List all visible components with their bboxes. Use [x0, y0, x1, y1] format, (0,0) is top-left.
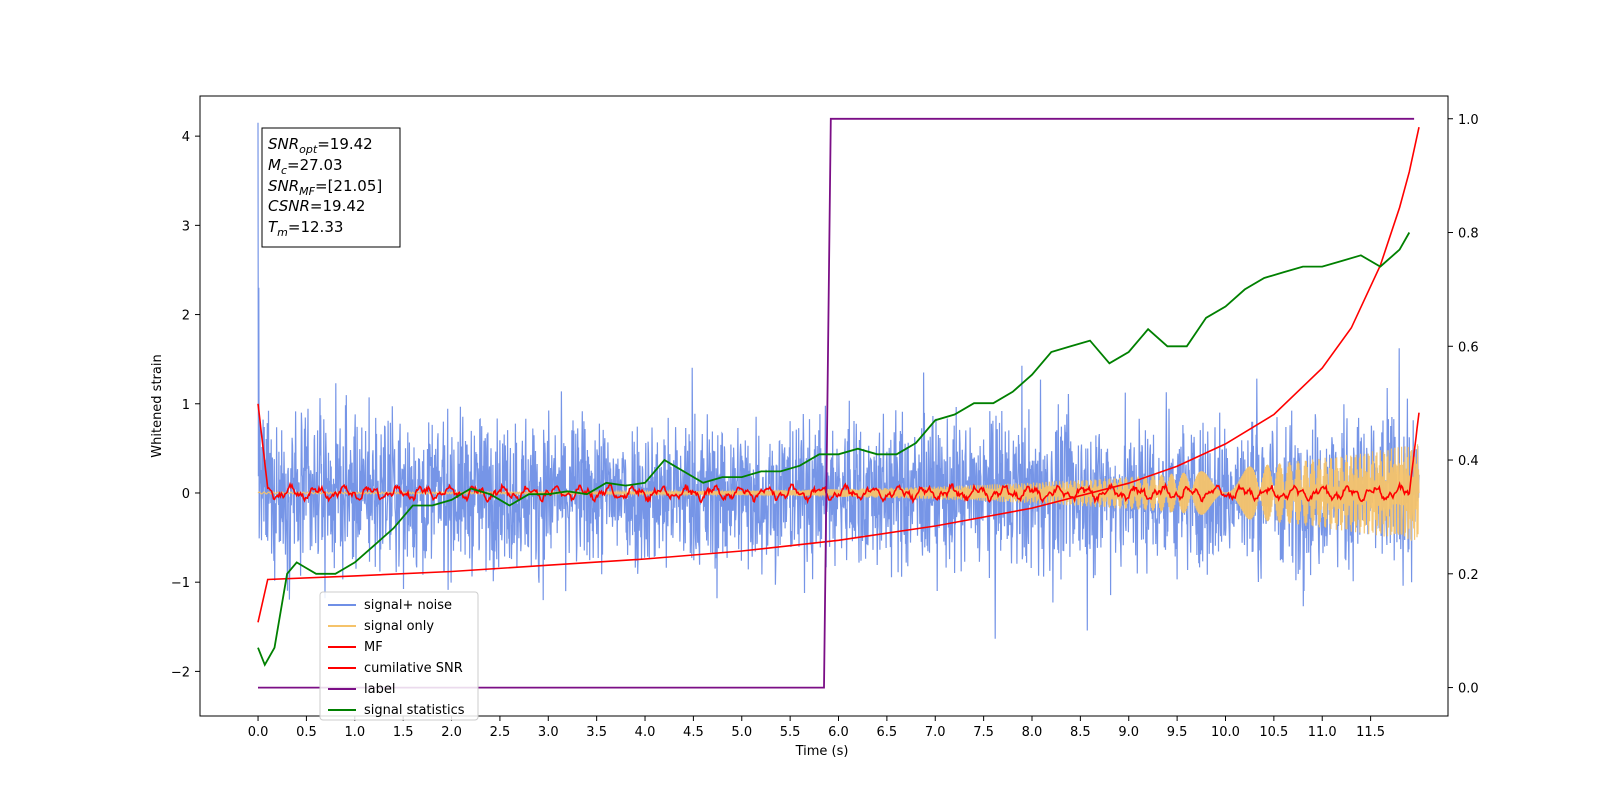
x-tick-label: 11.0 — [1308, 725, 1337, 740]
legend: signal+ noise signal only MF cumilative … — [319, 591, 479, 721]
y2-tick-label: 1.0 — [1458, 113, 1479, 128]
y2-tick-label: 0.6 — [1458, 340, 1479, 355]
legend-label-cumulative-snr: cumilative SNR — [364, 661, 463, 676]
plot-frame — [199, 95, 1449, 717]
series-cumulative-snr-line — [257, 127, 1420, 623]
annotation-mc: Mc=27.03 — [268, 156, 343, 177]
legend-label-label: label — [364, 682, 395, 697]
x-axis: 0.0 0.5 1.0 1.5 2.0 2.5 3.0 3.5 4.0 4.5 5.0 5.5 6.0 6… — [248, 716, 1385, 740]
snr-annotation-box: SNRopt=19.42 Mc=27.03 SNRMF=[21.05] CSNR… — [261, 127, 401, 248]
legend-label-signal-noise: signal+ noise — [364, 598, 452, 613]
x-axis-label: Time (s) — [795, 744, 849, 759]
annotation-snr-mf: SNRMF=[21.05] — [268, 177, 382, 198]
x-tick-label: 2.0 — [441, 725, 462, 740]
series-label-line — [258, 117, 1415, 689]
x-tick-label: 6.0 — [828, 725, 849, 740]
y2-tick-label: 0.8 — [1458, 227, 1479, 242]
series-signal-statistics-line — [257, 232, 1411, 667]
x-tick-label: 2.5 — [490, 725, 511, 740]
x-tick-label: 4.5 — [683, 725, 704, 740]
x-tick-label: 9.5 — [1167, 725, 1188, 740]
y-axis-label: Whitened strain — [150, 354, 165, 457]
y-tick-label: 1 — [182, 398, 190, 413]
annotation-csnr: CSNR=19.42 — [268, 197, 365, 215]
y-tick-label: 0 — [182, 487, 190, 502]
annotation-snr-opt: SNRopt=19.42 — [268, 135, 373, 156]
x-tick-label: 4.0 — [635, 725, 656, 740]
x-tick-label: 8.0 — [1022, 725, 1043, 740]
x-tick-label: 0.5 — [296, 725, 317, 740]
x-tick-label: 1.5 — [393, 725, 414, 740]
y2-tick-label: 0.4 — [1458, 454, 1479, 469]
y-axis-right: 0.0 0.2 0.4 0.6 0.8 1.0 — [1448, 113, 1479, 697]
legend-frame — [319, 591, 479, 721]
plot-series-layer — [257, 117, 1420, 689]
annotation-frame — [261, 127, 401, 248]
annotation-tm: Tm=12.33 — [268, 218, 343, 239]
x-tick-label: 3.0 — [538, 725, 559, 740]
x-tick-label: 6.5 — [877, 725, 898, 740]
series-mf-line — [257, 403, 1420, 505]
x-tick-label: 1.0 — [344, 725, 365, 740]
y-tick-label: 3 — [182, 219, 190, 234]
y2-tick-label: 0.0 — [1458, 682, 1479, 697]
y-tick-label: 2 — [182, 309, 190, 324]
legend-label-signal-statistics: signal statistics — [364, 703, 465, 718]
x-tick-label: 10.5 — [1259, 725, 1288, 740]
x-tick-label: 10.0 — [1211, 725, 1240, 740]
x-tick-label: 7.5 — [973, 725, 994, 740]
legend-label-signal-only: signal only — [364, 619, 434, 634]
x-tick-label: 5.0 — [731, 725, 752, 740]
x-tick-label: 8.5 — [1070, 725, 1091, 740]
y2-tick-label: 0.2 — [1458, 568, 1479, 583]
x-tick-label: 9.0 — [1118, 725, 1139, 740]
x-tick-label: 3.5 — [586, 725, 607, 740]
x-tick-label: 5.5 — [780, 725, 801, 740]
y-tick-label: −2 — [171, 665, 190, 680]
y-axis-left: −2 −1 0 1 2 3 4 — [171, 130, 200, 680]
x-tick-label: 11.5 — [1356, 725, 1385, 740]
legend-label-mf: MF — [364, 640, 383, 655]
x-tick-label: 7.0 — [925, 725, 946, 740]
y-tick-label: −1 — [171, 576, 190, 591]
x-tick-label: 0.0 — [248, 725, 269, 740]
y-tick-label: 4 — [182, 130, 190, 145]
